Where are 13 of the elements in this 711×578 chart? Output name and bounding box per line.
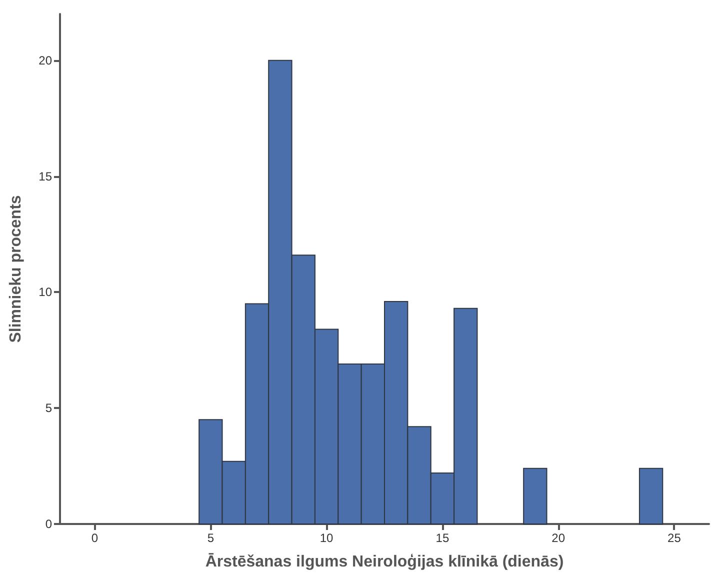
x-axis-title: Ārstēšanas ilgums Neiroloģijas klīnikā (dienās) bbox=[205, 552, 564, 570]
y-tick-label: 10 bbox=[38, 285, 52, 300]
x-tick-label: 25 bbox=[668, 531, 682, 545]
y-axis-title: Slimnieku procents bbox=[8, 195, 24, 343]
x-tick-label: 5 bbox=[207, 531, 214, 545]
x-tick-label: 0 bbox=[91, 531, 98, 545]
x-tick-label: 15 bbox=[436, 531, 450, 545]
y-tick-label: 0 bbox=[45, 517, 52, 531]
y-tick-label: 5 bbox=[45, 401, 52, 416]
y-tick-label: 20 bbox=[38, 53, 52, 68]
x-tick-label: 20 bbox=[552, 531, 566, 545]
x-tick-label: 10 bbox=[320, 531, 334, 545]
y-tick-label: 15 bbox=[38, 169, 52, 184]
